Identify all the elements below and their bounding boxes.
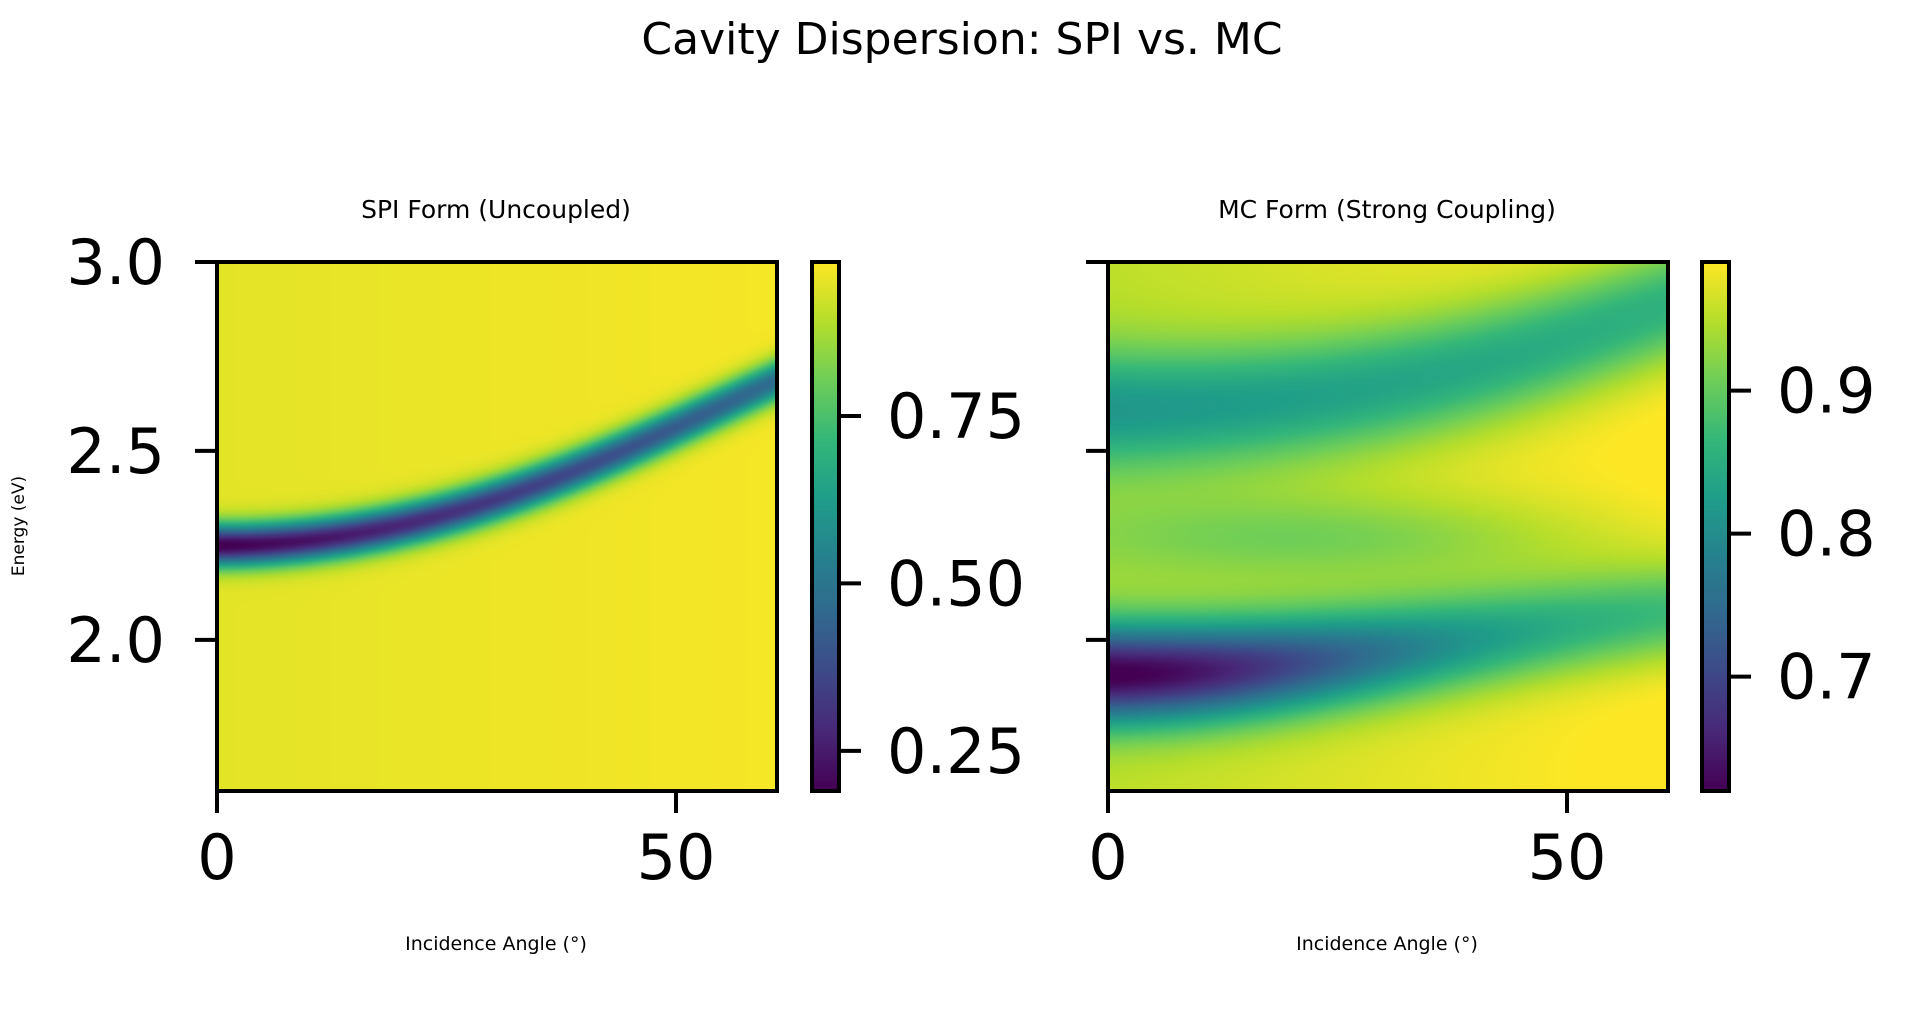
x-axis-label-spi: Incidence Angle (°) — [405, 933, 587, 955]
colorbar-axis-mc: 0.7 0.8 0.9 — [1700, 260, 1876, 793]
heatmap-spi — [217, 262, 777, 791]
colorbar-frame — [1700, 260, 1731, 793]
axes-spi: 0 50 2.0 2.5 3.0 — [66, 226, 779, 894]
x-tick-label: 0 — [197, 821, 236, 894]
colorbar-tick-label: 0.75 — [887, 380, 1025, 453]
x-axis-label-mc: Incidence Angle (°) — [1296, 933, 1478, 955]
panel-mc: MC Form (Strong Coupling) 0 50 0.70.80.9 … — [1086, 195, 1876, 955]
colorbar-frame — [810, 260, 841, 793]
colorbar-tick-label: 0.7 — [1777, 641, 1876, 714]
heatmap-mc — [1108, 262, 1668, 791]
axes-mc: 0 50 — [1086, 260, 1670, 894]
panel-spi: SPI Form (Uncoupled) 0 502.02.53.0 0.250.… — [9, 195, 1025, 955]
plot-frame — [1106, 260, 1670, 793]
x-tick-label: 50 — [1528, 821, 1607, 894]
colorbar-tick-label: 0.25 — [887, 715, 1025, 788]
colorbar-tick-label: 0.50 — [887, 547, 1025, 620]
y-tick-label: 2.0 — [66, 604, 165, 677]
y-axis-label-spi: Energy (eV) — [9, 476, 29, 576]
colorbar-tick-label: 0.8 — [1777, 498, 1876, 571]
plot-frame — [215, 260, 779, 793]
colorbar-spi — [812, 262, 839, 791]
panel-title-spi: SPI Form (Uncoupled) — [361, 195, 631, 224]
x-tick-label: 0 — [1088, 821, 1127, 894]
y-tick-label: 2.5 — [66, 415, 165, 488]
colorbar-tick-label: 0.9 — [1777, 355, 1876, 428]
colorbar-axis-spi: 0.25 0.50 0.75 — [810, 260, 1025, 793]
panel-title-mc: MC Form (Strong Coupling) — [1218, 195, 1556, 224]
colorbar-mc — [1702, 262, 1729, 791]
x-tick-label: 50 — [637, 821, 716, 894]
y-tick-label: 3.0 — [66, 226, 165, 299]
figure-title: Cavity Dispersion: SPI vs. MC — [641, 14, 1282, 65]
